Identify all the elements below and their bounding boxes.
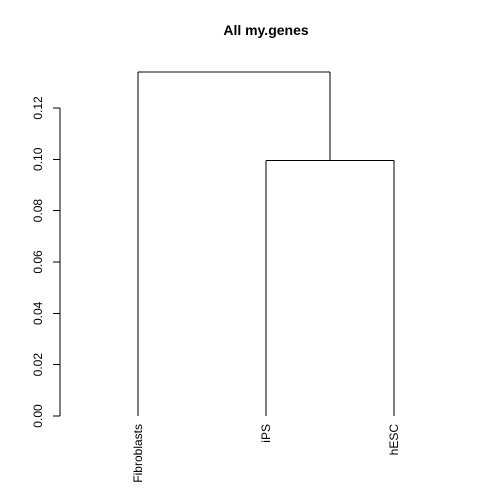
y-tick-label: 0.06 bbox=[31, 250, 45, 274]
y-tick-label: 0.00 bbox=[31, 404, 45, 428]
y-axis: 0.00 0.02 0.04 0.06 0.08 0.10 0.12 bbox=[31, 96, 60, 428]
leaf-label-ips: iPS bbox=[259, 424, 273, 443]
chart-title: All my.genes bbox=[223, 22, 309, 38]
y-tick-label: 0.04 bbox=[31, 301, 45, 325]
leaf-label-fibroblasts: Fibroblasts bbox=[131, 424, 145, 483]
y-tick-label: 0.10 bbox=[31, 147, 45, 171]
dendrogram-branches bbox=[138, 72, 394, 416]
y-tick-label: 0.08 bbox=[31, 199, 45, 223]
y-tick-label: 0.12 bbox=[31, 96, 45, 120]
leaf-labels: Fibroblasts iPS hESC bbox=[131, 424, 401, 483]
leaf-label-hesc: hESC bbox=[387, 424, 401, 456]
y-tick-label: 0.02 bbox=[31, 353, 45, 377]
